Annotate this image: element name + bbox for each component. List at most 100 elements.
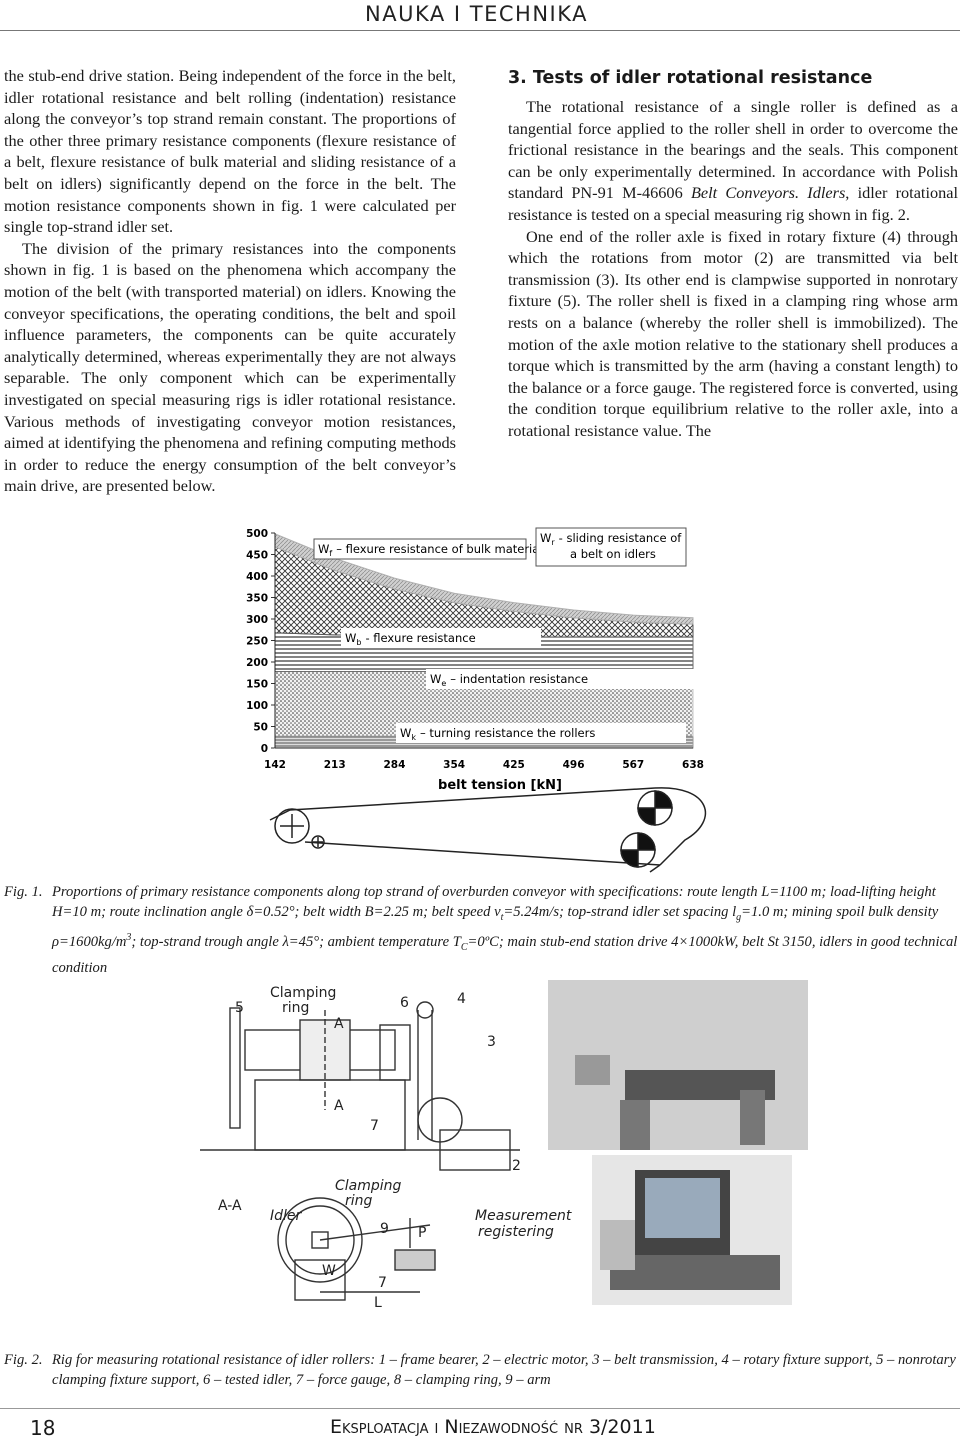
diagram-label: L (374, 1295, 382, 1311)
text: =5.24m/s; top-strand idler set spacing l (503, 904, 737, 920)
y-tick-label: 350 (246, 593, 268, 605)
y-tick-label: 400 (246, 571, 268, 583)
y-tick-label: 300 (246, 614, 268, 626)
x-tick-label: 496 (563, 759, 585, 771)
standard-title: Belt Conveyors. Idlers (690, 183, 846, 203)
footer-rule (0, 1408, 960, 1409)
stacked-area (274, 533, 694, 625)
y-tick-label: 50 (253, 722, 268, 734)
diagram-label: Idler (270, 1208, 303, 1224)
text: , idler rotational resistance is tested … (508, 183, 959, 224)
y-tick-label: 500 (246, 528, 268, 540)
diagram-label: ring (282, 1000, 309, 1016)
diagram-label: 7 (378, 1275, 387, 1291)
page-number: 18 (30, 1416, 56, 1440)
x-tick-label: 213 (324, 759, 346, 771)
section-title: NAUKA I TECHNIKA (365, 2, 588, 26)
y-tick-label: 150 (246, 679, 268, 691)
journal-name: Eksploatacja i Niezawodność nr 3/2011 (330, 1416, 656, 1438)
diagram-label: A (334, 1016, 344, 1032)
diagram-label: registering (478, 1224, 554, 1240)
diagram-label: A (334, 1098, 344, 1114)
symbol: W (318, 542, 329, 556)
caption-text: Rig for measuring rotational resistance … (52, 1352, 956, 1388)
region-label: Wr - sliding resistance of (540, 531, 682, 547)
label-line: - flexure resistance (365, 631, 475, 645)
text: The rotational resistance of a single ro… (508, 97, 958, 203)
label-box (535, 527, 687, 567)
label-line: - sliding resistance of (559, 531, 683, 545)
subscript: C (460, 941, 468, 953)
diagram-label: 3 (487, 1034, 496, 1050)
diagram-label: Measurement (475, 1208, 572, 1224)
caption-label: Fig. 2. (4, 1352, 43, 1368)
region-label: a belt on idlers (570, 547, 656, 561)
diagram-label: P (418, 1225, 426, 1241)
conveyor-sketch (269, 787, 707, 873)
diagram-label: 4 (457, 991, 466, 1007)
x-tick-label: 354 (443, 759, 465, 771)
symbol: W (430, 672, 441, 686)
label-line: – turning resistance the rollers (420, 726, 595, 740)
x-tick-label: 638 (682, 759, 704, 771)
diagram-label: Clamping (335, 1178, 402, 1194)
subscript: e (441, 679, 446, 688)
figure-2-caption: Fig. 2. Rig for measuring rotational res… (4, 1350, 960, 1395)
label-box (396, 723, 686, 743)
subscript: t (500, 911, 504, 923)
region-label: Wk – turning resistance the rollers (400, 726, 595, 742)
photos (548, 980, 808, 1305)
label-box (426, 669, 696, 689)
diagram-label: 5 (235, 1000, 244, 1016)
text: =0ºC; main stub-end station drive 4×1000… (52, 933, 958, 976)
text: ; top-strand trough angle λ=45°; ambient… (131, 933, 461, 950)
subscript: k (411, 733, 416, 742)
paragraph: The rotational resistance of a single ro… (508, 96, 958, 226)
paragraph: One end of the roller axle is fixed in r… (508, 226, 958, 440)
figure-1: 0 50 100 150 200 250 300 350 400 450 500 142 213 284 3… (246, 527, 707, 873)
diagram-label: 9 (380, 1221, 389, 1237)
y-tick-label: 250 (246, 636, 268, 648)
figure-1-caption: Fig. 1. Proportions of primary resistanc… (4, 882, 960, 976)
text: =1.0 m; mining spoil bulk density ρ=1600… (52, 904, 939, 950)
text: Proportions of primary resistance compon… (52, 884, 936, 920)
region-label: Wb - flexure resistance (345, 631, 476, 647)
diagram-label: W (322, 1263, 336, 1279)
region-label: We – indentation resistance (430, 672, 588, 688)
label-line: – flexure resistance of bulk material (336, 542, 542, 556)
left-column: the stub-end drive station. Being indepe… (4, 65, 456, 497)
rig-diagram (200, 1001, 520, 1301)
x-tick-label: 142 (264, 759, 286, 771)
subscript: b (356, 638, 361, 647)
symbol: W (345, 631, 356, 645)
label-box (341, 628, 541, 648)
symbol: W (540, 531, 551, 545)
diagram-label: ring (345, 1193, 373, 1209)
diagram-label: 7 (370, 1118, 379, 1134)
y-tick-label: 100 (246, 700, 268, 712)
chart: 0 50 100 150 200 250 300 350 400 450 500 142 213 284 3… (246, 527, 704, 793)
symbol: W (400, 726, 411, 740)
x-tick-label: 284 (383, 759, 405, 771)
x-tick-label: 425 (503, 759, 525, 771)
x-axis-label: belt tension [kN] (438, 778, 562, 793)
section-heading: 3. Tests of idler rotational resistance (508, 68, 873, 88)
subscript: g (736, 911, 742, 923)
y-tick-label: 200 (246, 657, 268, 669)
x-tick-label: 567 (622, 759, 644, 771)
subscript: f (329, 549, 332, 558)
paragraph: the stub-end drive station. Being indepe… (4, 66, 456, 237)
label-line: – indentation resistance (450, 672, 588, 686)
superscript: 3 (126, 931, 132, 943)
y-tick-label: 0 (261, 743, 268, 755)
caption-label: Fig. 1. (4, 884, 43, 900)
right-column: 3. Tests of idler rotational resistance … (508, 66, 958, 442)
diagram-label: A-A (218, 1198, 242, 1214)
paragraph: The division of the primary resistances … (4, 238, 456, 496)
caption-text: Proportions of primary resistance compon… (52, 882, 960, 978)
subscript: r (551, 538, 555, 547)
